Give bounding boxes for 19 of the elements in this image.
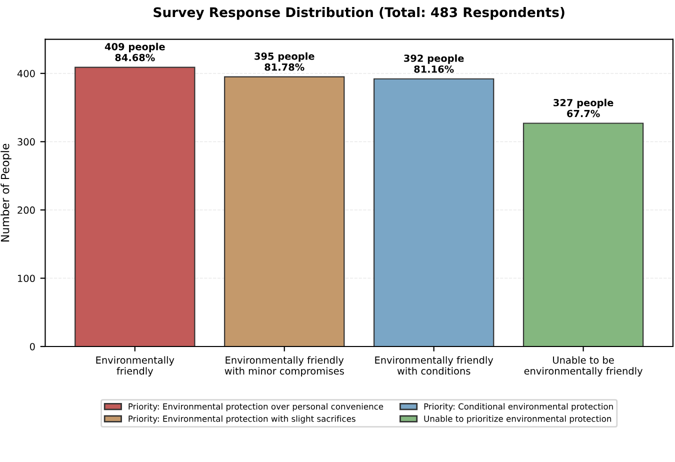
y-tick-label: 300: [18, 138, 35, 146]
data-label: 327 people 67.7%: [554, 98, 614, 118]
y-axis-title: Number of People: [0, 144, 12, 242]
legend-label: Priority: Conditional environmental protection: [424, 403, 613, 412]
x-tick-label: Environmentally friendly: [96, 356, 174, 377]
y-tick-label: 100: [18, 274, 35, 282]
legend-label: Priority: Environmental protection over personal convenience: [128, 403, 384, 412]
x-tick-label: Environmentally friendly with conditions: [375, 356, 494, 375]
y-tick-label: 400: [17, 70, 35, 78]
x-tick-label: Environmentally friendly with minor compromises: [224, 356, 344, 377]
data-label: 409 people 84.68%: [104, 42, 165, 62]
chart-title: Survey Response Distribution (Total: 483 Respondents): [154, 7, 564, 20]
legend-label: Priority: Environmental protection with slight sacrifices: [128, 415, 356, 424]
y-tick-label: 0: [30, 342, 35, 350]
data-label: 392 people 81.16%: [404, 54, 464, 73]
x-tick-label: Unable to be environmentally friendly: [524, 356, 643, 377]
y-tick-label: 200: [18, 206, 35, 214]
legend-label: Unable to prioritize environmental protection: [424, 415, 612, 424]
data-label: 395 people 81.78%: [254, 52, 314, 71]
